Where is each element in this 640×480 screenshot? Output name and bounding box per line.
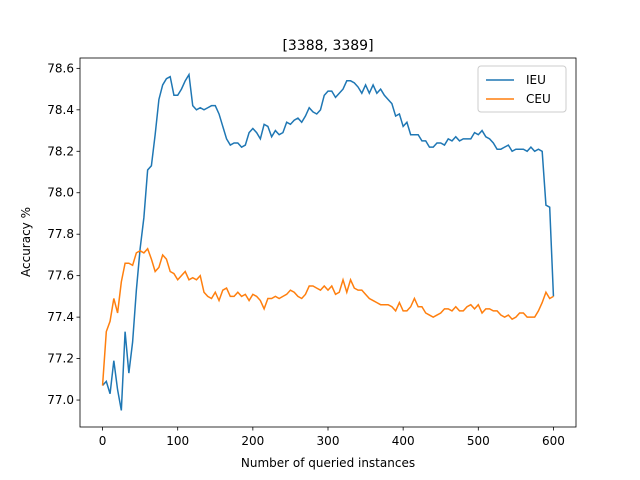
y-tick-label: 78.4 xyxy=(47,103,74,117)
y-tick-label: 78.6 xyxy=(47,61,74,75)
y-tick-label: 77.6 xyxy=(47,269,74,283)
legend-box xyxy=(477,65,567,113)
y-tick-label: 77.4 xyxy=(47,310,74,324)
x-tick-label: 100 xyxy=(166,434,189,448)
y-tick-label: 78.2 xyxy=(47,144,74,158)
chart-title: [3388, 3389] xyxy=(282,38,373,54)
x-tick-label: 500 xyxy=(467,434,490,448)
x-tick-label: 600 xyxy=(542,434,565,448)
x-tick-label: 400 xyxy=(392,434,415,448)
y-tick-label: 77.8 xyxy=(47,227,74,241)
plot-frame xyxy=(79,57,577,428)
x-tick-label: 0 xyxy=(99,434,107,448)
y-axis-label: Accuracy % xyxy=(19,207,33,277)
y-tick-label: 78.0 xyxy=(47,186,74,200)
y-tick-label: 77.2 xyxy=(47,352,74,366)
y-tick-label: 77.0 xyxy=(47,393,74,407)
x-tick-label: 200 xyxy=(241,434,264,448)
legend-label: IEU xyxy=(526,73,546,87)
x-axis-label: Number of queried instances xyxy=(241,456,415,470)
data-line xyxy=(101,247,554,386)
legend-label: CEU xyxy=(526,92,551,106)
data-line xyxy=(101,72,555,411)
x-tick-label: 300 xyxy=(317,434,340,448)
